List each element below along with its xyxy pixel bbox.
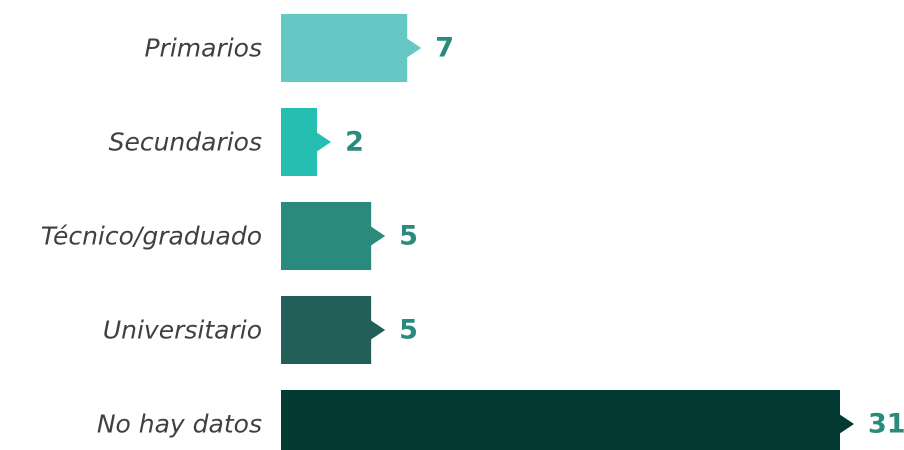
bar-pointer (839, 414, 854, 434)
bar (281, 14, 408, 82)
category-label: Técnico/graduado (41, 222, 262, 251)
category-label: No hay datos (97, 410, 262, 439)
bar-pointer (406, 38, 422, 58)
bar (281, 390, 840, 450)
value-label: 5 (399, 315, 418, 346)
value-label: 7 (435, 33, 454, 64)
value-label: 31 (868, 409, 904, 440)
category-label: Secundarios (109, 128, 262, 157)
value-label: 5 (399, 221, 418, 252)
value-label: 2 (345, 127, 364, 158)
bar-pointer (316, 132, 332, 152)
bar-pointer (370, 226, 386, 246)
bar-pointer (370, 320, 386, 340)
category-label: Universitario (103, 316, 262, 345)
bar (281, 202, 372, 270)
category-label: Primarios (144, 34, 262, 63)
bar (281, 296, 372, 364)
bar (281, 108, 318, 176)
